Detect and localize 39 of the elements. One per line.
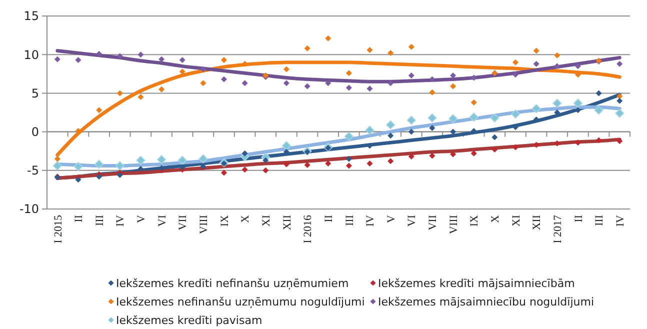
legend-label: Iekšzemes kredīti pavisam <box>116 314 262 327</box>
x-tick-label: I 2015 <box>52 214 64 244</box>
x-tick-label: XII <box>281 214 294 230</box>
x-tick-label: I 2017 <box>552 214 564 244</box>
x-tick-label: VII <box>427 214 440 230</box>
x-tick-label: IV <box>614 214 626 227</box>
y-tick-label: 0 <box>31 125 39 139</box>
x-tick-label: XI <box>510 214 522 227</box>
x-tick-label: IX <box>468 214 481 227</box>
legend-label: Iekšzemes nefinanšu uzņēmumu noguldījumi <box>116 295 365 308</box>
y-tick-label: 10 <box>24 48 39 62</box>
x-tick-label: VIII <box>448 214 460 234</box>
x-tick-label: II <box>322 214 335 222</box>
x-tick-label: VIII <box>198 214 210 234</box>
x-tick-label: V <box>136 214 148 223</box>
x-tick-label: IX <box>218 214 231 227</box>
y-tick-label: 5 <box>31 86 39 100</box>
x-tick-label: II <box>73 214 86 222</box>
y-tick-label: -10 <box>19 202 39 216</box>
legend-label: Iekšzemes mājsaimniecību noguldījumi <box>378 295 594 308</box>
x-tick-label: IV <box>114 214 127 227</box>
x-tick-label: VI <box>156 214 168 227</box>
x-tick-label: X <box>240 214 252 223</box>
x-tick-label: III <box>594 214 606 226</box>
x-tick-label: II <box>572 214 585 222</box>
legend-label: Iekšzemes kredīti nefinanšu uzņēmumiem <box>116 276 349 290</box>
x-tick-label: III <box>94 214 106 226</box>
x-tick-label: XII <box>531 214 544 230</box>
x-tick-label: VI <box>406 214 418 227</box>
x-tick-label: III <box>344 214 356 226</box>
y-tick-label: -5 <box>27 164 39 178</box>
x-tick-label: X <box>490 214 502 223</box>
x-tick-label: I 2016 <box>302 214 314 244</box>
legend-label: Iekšzemes kredīti mājsaimniecībām <box>378 276 575 290</box>
x-tick-label: XI <box>260 214 272 227</box>
y-tick-label: 15 <box>24 9 39 24</box>
x-tick-label: V <box>385 214 398 223</box>
x-tick-label: VII <box>177 214 190 230</box>
x-tick-label: IV <box>364 214 377 227</box>
